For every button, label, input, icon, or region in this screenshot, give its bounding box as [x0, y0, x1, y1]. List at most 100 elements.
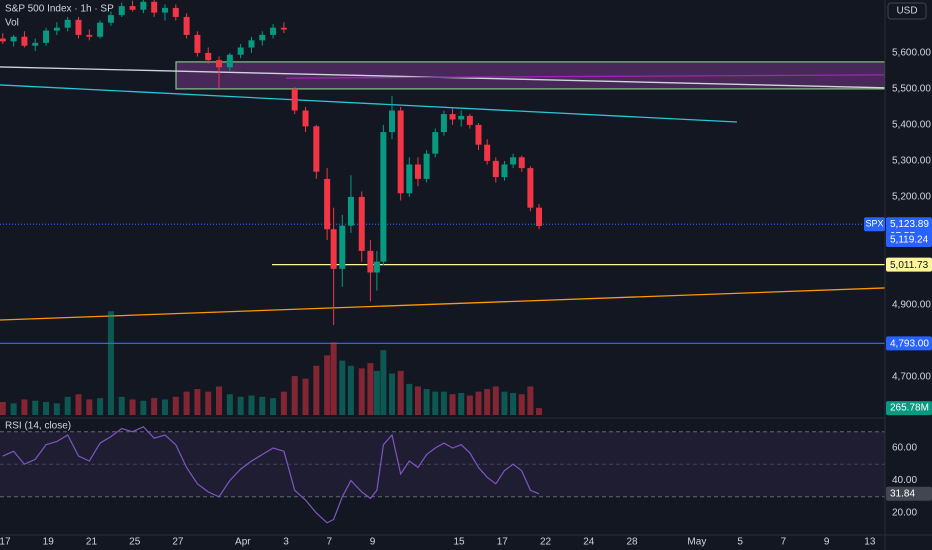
- candle-body: [527, 168, 534, 208]
- volume-bar: [172, 396, 179, 415]
- x-tick-label: 19: [43, 537, 55, 548]
- level-label-box: [886, 336, 932, 351]
- rsi-tick-label: 20.00: [892, 508, 917, 519]
- currency: USD: [896, 6, 917, 17]
- volume-bar: [10, 403, 17, 415]
- trendline: [0, 287, 886, 321]
- volume-bar: [151, 398, 158, 415]
- x-tick-label: 7: [781, 537, 787, 548]
- x-tick-label: 25: [129, 537, 141, 548]
- candle-body: [414, 164, 421, 179]
- volume-bar: [330, 342, 337, 415]
- y-tick-label: 5,200.00: [892, 192, 931, 203]
- volume-bar: [475, 391, 482, 415]
- trendline: [286, 74, 886, 79]
- candle-body: [53, 27, 60, 31]
- currency-box[interactable]: [887, 2, 927, 20]
- rsi-label-box: [886, 486, 932, 501]
- x-tick-label: 7: [327, 537, 333, 548]
- rsi-title: RSI (14, close): [5, 421, 71, 432]
- x-tick-label: 24: [583, 537, 595, 548]
- candle-body: [280, 27, 287, 30]
- volume-bar: [358, 368, 365, 415]
- candle-body: [440, 114, 447, 133]
- candle-body: [423, 153, 430, 179]
- volume-bar: [183, 391, 190, 415]
- candle-body: [358, 196, 365, 251]
- volume-bar: [423, 389, 430, 415]
- candle-body: [86, 34, 93, 37]
- candle-body: [129, 6, 136, 10]
- price-label: 5,123.89: [890, 219, 929, 230]
- candle-body: [75, 19, 82, 35]
- volume-bar: [226, 394, 233, 415]
- rsi-band: [0, 431, 885, 497]
- price-axis: [885, 0, 932, 550]
- candle-body: [226, 54, 233, 68]
- rsi-tick-label: 60.00: [892, 443, 917, 454]
- volume-bar: [21, 399, 28, 415]
- y-tick-label: 5,500.00: [892, 84, 931, 95]
- volume-bar: [270, 398, 277, 415]
- level-label: 5,011.73: [890, 260, 929, 271]
- trendline: [0, 84, 737, 123]
- candle-body: [367, 250, 374, 273]
- axis-layer: 17 19 21 25 27 Apr 3 7 9 15 17 22 24 28 May 5 7 9 13 5,600.…: [0, 48, 932, 548]
- y-tick-label: 5,600.00: [892, 48, 931, 59]
- candle-body: [248, 40, 255, 48]
- candle-body: [151, 1, 158, 13]
- candle-body: [492, 160, 499, 178]
- volume-bar: [324, 355, 331, 415]
- volume-bar: [389, 373, 396, 415]
- volume-bar: [302, 378, 309, 415]
- close-label: 5,119.24: [890, 235, 929, 246]
- candle-body: [21, 36, 28, 46]
- volume-bar: [161, 399, 168, 415]
- volume-bar: [373, 370, 380, 415]
- candle-body: [518, 157, 525, 169]
- candle-body: [536, 207, 543, 226]
- volume-label-box: [886, 401, 932, 416]
- volume-bar: [0, 402, 6, 415]
- volume-bar: [466, 395, 473, 415]
- close-label-box: [886, 232, 932, 247]
- volume-bar: [492, 386, 499, 415]
- candle-body: [43, 30, 50, 43]
- candle-body: [501, 164, 508, 178]
- x-tick-label: Apr: [235, 537, 251, 548]
- x-tick-label: 17: [0, 537, 11, 548]
- candle-body: [32, 42, 39, 46]
- candle-body: [330, 229, 337, 269]
- rsi-label: 31.84: [890, 488, 915, 499]
- x-tick-label: 17: [497, 537, 509, 548]
- volume-bar: [347, 365, 354, 415]
- symbol-box: [864, 217, 885, 232]
- candle-body: [406, 164, 413, 194]
- candle-body: [373, 261, 380, 273]
- symbol-label: SPX: [865, 219, 883, 229]
- candle-body: [339, 225, 346, 269]
- candle-body: [397, 110, 404, 194]
- volume-bar: [449, 394, 456, 415]
- x-tick-label: 22: [540, 537, 552, 548]
- x-tick-label: 13: [864, 537, 876, 548]
- volume-bar: [380, 350, 387, 415]
- candle-body: [449, 114, 456, 120]
- volume-bar: [339, 360, 346, 415]
- volume-bar: [397, 370, 404, 415]
- volume-label: 265.78M: [890, 403, 929, 414]
- candle-body: [475, 124, 482, 145]
- volume-bar: [484, 389, 491, 415]
- volume-bar: [43, 402, 50, 415]
- y-tick-label: 5,300.00: [892, 156, 931, 167]
- back-layer: [0, 61, 886, 498]
- volume-bar: [313, 365, 320, 415]
- candle-body: [259, 34, 266, 41]
- candle-body: [347, 196, 354, 226]
- volume-bar: [510, 392, 517, 415]
- candle-body: [205, 52, 212, 61]
- volume-bar: [432, 391, 439, 415]
- x-tick-label: 3: [283, 537, 289, 548]
